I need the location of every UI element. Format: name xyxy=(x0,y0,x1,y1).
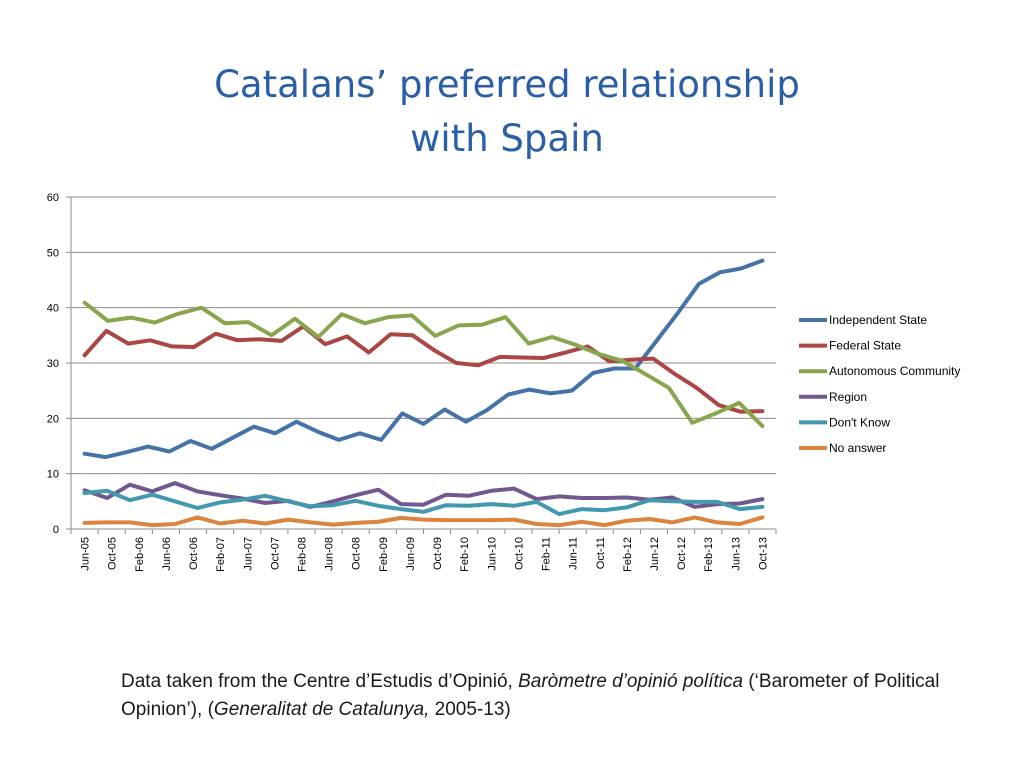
title-line-1: Catalans’ preferred relationship xyxy=(214,63,800,106)
x-tick-label: Feb-12 xyxy=(622,537,634,572)
x-tick-label: Jun-07 xyxy=(242,537,254,571)
x-tick-label: Jun-10 xyxy=(486,537,498,571)
legend-label: No answer xyxy=(829,441,886,455)
x-tick-label: Jun-12 xyxy=(649,537,661,571)
caption-part-5: 2005-13) xyxy=(429,699,511,720)
x-tick-label: Jun-13 xyxy=(730,537,742,571)
line-chart: 0 10 20 30 40 50 60 Jun-05 Oct-05 Feb-06 Jun-06 Oct… xyxy=(47,192,961,572)
y-tick-label: 10 xyxy=(47,469,59,481)
x-tick-label: Feb-10 xyxy=(459,537,471,572)
x-tick-label: Feb-09 xyxy=(378,537,390,572)
y-tick-label: 20 xyxy=(47,413,59,425)
x-tick-label: Feb-07 xyxy=(215,537,227,572)
y-tick-label: 40 xyxy=(47,303,59,315)
x-tick-label: Feb-11 xyxy=(541,537,553,571)
x-tick-label: Jun-08 xyxy=(324,537,336,571)
legend-label: Region xyxy=(829,390,867,404)
x-tick-label: Feb-06 xyxy=(134,537,146,572)
x-tick-label: Oct-11 xyxy=(595,537,607,569)
legend-label: Independent State xyxy=(829,313,927,327)
caption-part-3: (‘Barometer of Political Opinion’), ( xyxy=(121,671,940,720)
y-tick-label: 0 xyxy=(53,524,59,536)
x-tick-label: Jun-06 xyxy=(161,537,173,571)
x-tick-label: Oct-07 xyxy=(269,537,281,570)
caption-part-2: Baròmetre d’opinió política xyxy=(518,671,744,692)
series-line xyxy=(82,300,765,429)
legend-label: Federal State xyxy=(829,339,901,353)
title-line-2: with Spain xyxy=(410,117,604,160)
x-tick-label: Jun-05 xyxy=(80,537,92,571)
x-tick-label: Oct-13 xyxy=(757,537,769,570)
series-line xyxy=(82,488,765,517)
x-tick-label: Jun-11 xyxy=(568,537,580,570)
caption-part-4: Generalitat de Catalunya, xyxy=(213,699,430,720)
x-tick-label: Feb-13 xyxy=(703,537,715,572)
x-tick-label: Oct-08 xyxy=(351,537,363,570)
y-tick-label: 60 xyxy=(47,192,59,204)
x-tick-label: Feb-08 xyxy=(296,537,308,572)
caption-part-1: Data taken from the Centre d’Estudis d’O… xyxy=(121,671,519,692)
x-tick-label: Oct-06 xyxy=(188,537,200,570)
series-line xyxy=(82,324,765,414)
legend-label: Don't Know xyxy=(829,415,890,429)
y-tick-label: 50 xyxy=(47,247,59,259)
x-tick-label: Oct-09 xyxy=(432,537,444,570)
x-tick-label: Oct-05 xyxy=(107,537,119,570)
legend-label: Autonomous Community xyxy=(829,364,960,378)
x-tick-label: Oct-10 xyxy=(513,537,525,570)
x-tick-label: Oct-12 xyxy=(676,537,688,570)
series-line xyxy=(82,515,765,528)
series-line xyxy=(82,258,765,460)
source-caption: Data taken from the Centre d’Estudis d’O… xyxy=(121,668,961,724)
slide-title: Catalans’ preferred relationship with Sp… xyxy=(0,58,1014,166)
x-tick-label: Jun-09 xyxy=(405,537,417,571)
y-tick-label: 30 xyxy=(47,358,59,370)
